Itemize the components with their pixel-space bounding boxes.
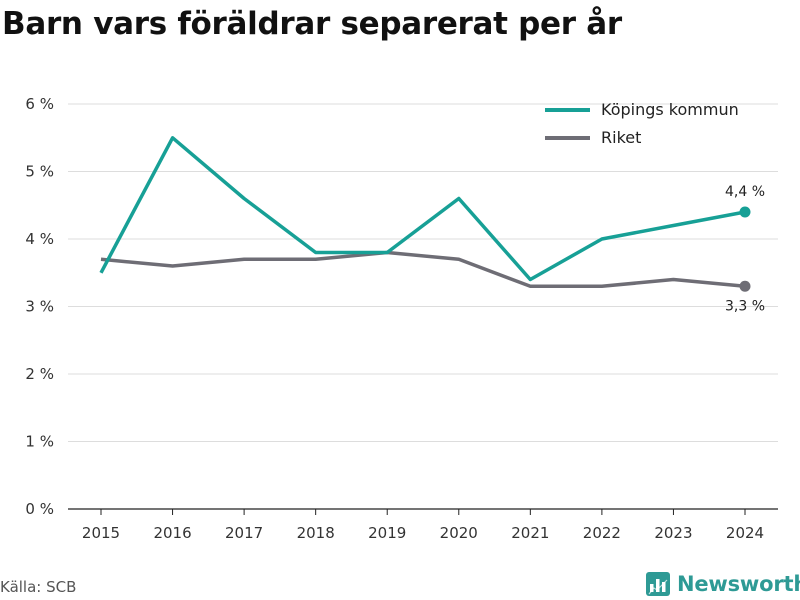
series-endpoint-riket [739,280,751,292]
y-tick-label: 1 % [25,433,54,451]
y-tick-label: 0 % [25,500,54,518]
brand-logo[interactable]: Newsworthy [645,570,800,598]
series-line-kopings-kommun [99,136,746,282]
y-tick-label: 3 % [25,298,54,316]
y-tick-label: 4 % [25,230,54,248]
x-tick-label: 2015 [82,524,120,542]
legend-label: Köpings kommun [601,100,739,119]
x-tick-label: 2020 [440,524,478,542]
x-tick-label: 2023 [654,524,692,542]
legend-label: Riket [601,128,641,147]
y-tick-label: 5 % [25,163,54,181]
series-endpoint-kopings-kommun [739,206,751,218]
source-credit: Källa: SCB [0,578,77,596]
x-tick-label: 2018 [297,524,335,542]
x-tick-label: 2019 [368,524,406,542]
x-tick-label: 2022 [583,524,621,542]
series-line-riket [100,250,746,289]
newsworthy-logo-icon [646,572,670,596]
data-label-end: 3,3 % [725,298,765,314]
x-tick-label: 2017 [225,524,263,542]
x-tick-label: 2016 [153,524,191,542]
x-tick-label: 2024 [726,524,764,542]
brand-name: Newsworthy [677,572,800,596]
data-label-end: 4,4 % [725,184,765,200]
x-tick-label: 2021 [511,524,549,542]
y-tick-label: 6 % [25,95,54,113]
y-tick-label: 2 % [25,365,54,383]
chart-title: Barn vars föräldrar separerat per år [2,6,622,42]
